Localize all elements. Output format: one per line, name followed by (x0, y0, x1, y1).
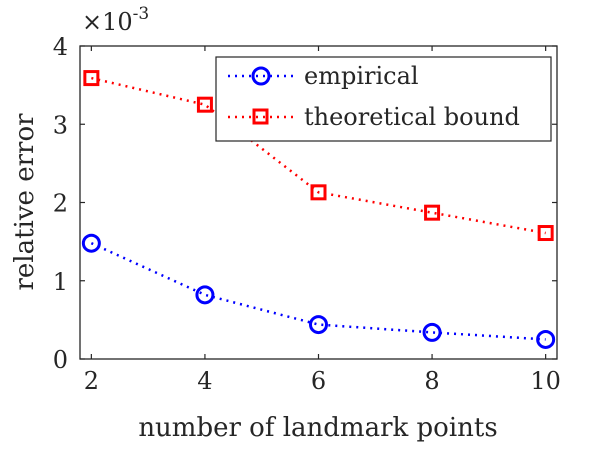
x-axis-ticks: 2 4 6 8 10 (84, 46, 561, 395)
legend-marker-empirical (251, 66, 271, 86)
legend-marker-theoretical-bound (252, 108, 269, 125)
y-tick-label: 2 (53, 190, 68, 218)
x-tick-label: 6 (311, 367, 326, 395)
data-point-empirical (536, 329, 556, 349)
plot-area-frame (79, 45, 558, 360)
legend-entry-empirical: empirical (228, 62, 419, 90)
series-layer (81, 70, 556, 349)
x-tick-label: 4 (197, 367, 212, 395)
x-axis-label: number of landmark points (138, 413, 497, 443)
data-point-theoretical-bound (310, 184, 327, 201)
data-point-theoretical-bound (424, 204, 441, 221)
y-multiplier-label: ×10-3 (82, 4, 149, 36)
legend-label-theoretical-bound: theoretical bound (304, 103, 520, 131)
data-point-empirical (422, 322, 442, 342)
y-tick-label: 0 (53, 346, 68, 374)
y-multiplier-exponent: -3 (133, 4, 150, 24)
legend: empirical theoretical bound (215, 56, 552, 142)
y-multiplier-base: ×10 (82, 8, 133, 36)
series-line-theoretical-bound (91, 76, 546, 235)
legend-label-empirical: empirical (304, 62, 419, 90)
y-tick-label: 4 (53, 33, 68, 61)
legend-box (215, 56, 552, 142)
legend-entry-theoretical-bound: theoretical bound (228, 103, 520, 131)
x-tick-label: 10 (530, 367, 561, 395)
data-point-empirical (195, 285, 215, 305)
y-tick-label: 3 (53, 111, 68, 139)
data-point-theoretical-bound (537, 225, 554, 242)
series-line-empirical (90, 242, 546, 341)
data-point-theoretical-bound (83, 70, 100, 87)
y-axis-label: relative error (10, 113, 40, 291)
data-point-theoretical-bound (196, 96, 213, 113)
data-point-empirical (81, 233, 101, 253)
x-tick-label: 2 (84, 367, 99, 395)
data-point-empirical (309, 315, 328, 335)
x-tick-label: 8 (424, 367, 439, 395)
y-tick-label: 1 (53, 268, 68, 296)
